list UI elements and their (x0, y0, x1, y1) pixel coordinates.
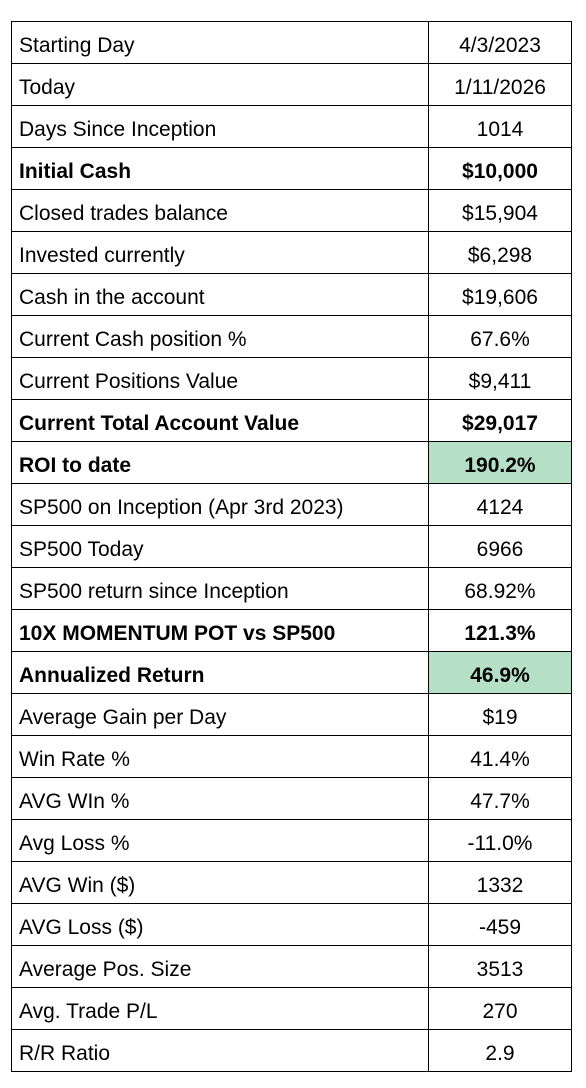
row-label: AVG WIn % (11, 777, 429, 820)
stats-table: Starting Day 4/3/2023 Today 1/11/2026 Days S… (11, 21, 572, 1072)
row-value: 3513 (428, 945, 572, 988)
table-row: Initial Cash $10,000 (11, 147, 572, 190)
row-value: 4124 (428, 483, 572, 526)
row-label: Avg. Trade P/L (11, 987, 429, 1030)
row-label: Current Positions Value (11, 357, 429, 400)
row-value: $15,904 (428, 189, 572, 232)
row-value: $19,606 (428, 273, 572, 316)
table-row: 10X MOMENTUM POT vs SP500 121.3% (11, 609, 572, 652)
row-label: Win Rate % (11, 735, 429, 778)
table-row: Average Pos. Size 3513 (11, 945, 572, 988)
row-value: 4/3/2023 (428, 21, 572, 64)
row-value: 190.2% (428, 441, 572, 484)
row-label: Annualized Return (11, 651, 429, 694)
table-row: AVG WIn % 47.7% (11, 777, 572, 820)
row-value: 270 (428, 987, 572, 1030)
row-label: 10X MOMENTUM POT vs SP500 (11, 609, 429, 652)
row-value: 1/11/2026 (428, 63, 572, 106)
row-label: AVG Loss ($) (11, 903, 429, 946)
row-value: 68.92% (428, 567, 572, 610)
row-label: SP500 Today (11, 525, 429, 568)
row-label: Days Since Inception (11, 105, 429, 148)
row-value: $19 (428, 693, 572, 736)
row-value: $10,000 (428, 147, 572, 190)
row-value: 67.6% (428, 315, 572, 358)
table-row: AVG Win ($) 1332 (11, 861, 572, 904)
table-row: R/R Ratio 2.9 (11, 1029, 572, 1072)
table-row: Avg Loss % -11.0% (11, 819, 572, 862)
table-row: Avg. Trade P/L 270 (11, 987, 572, 1030)
row-value: -459 (428, 903, 572, 946)
table-row: Current Total Account Value $29,017 (11, 399, 572, 442)
row-label: ROI to date (11, 441, 429, 484)
table-row: Invested currently $6,298 (11, 231, 572, 274)
row-value: 1014 (428, 105, 572, 148)
row-value: 46.9% (428, 651, 572, 694)
row-label: Avg Loss % (11, 819, 429, 862)
row-value: $6,298 (428, 231, 572, 274)
table-row: SP500 return since Inception 68.92% (11, 567, 572, 610)
table-row: Win Rate % 41.4% (11, 735, 572, 778)
table-row: Current Cash position % 67.6% (11, 315, 572, 358)
table-row: Starting Day 4/3/2023 (11, 21, 572, 64)
row-label: Today (11, 63, 429, 106)
table-row: Current Positions Value $9,411 (11, 357, 572, 400)
row-value: $29,017 (428, 399, 572, 442)
row-value: 47.7% (428, 777, 572, 820)
row-label: Cash in the account (11, 273, 429, 316)
row-label: SP500 return since Inception (11, 567, 429, 610)
row-label: SP500 on Inception (Apr 3rd 2023) (11, 483, 429, 526)
row-label: Current Cash position % (11, 315, 429, 358)
table-row: Cash in the account $19,606 (11, 273, 572, 316)
row-label: Average Gain per Day (11, 693, 429, 736)
table-row: Today 1/11/2026 (11, 63, 572, 106)
row-label: Average Pos. Size (11, 945, 429, 988)
row-label: Initial Cash (11, 147, 429, 190)
stats-table-body: Starting Day 4/3/2023 Today 1/11/2026 Days S… (11, 21, 572, 1072)
row-value: 121.3% (428, 609, 572, 652)
row-value: 41.4% (428, 735, 572, 778)
row-value: 1332 (428, 861, 572, 904)
table-row: SP500 Today 6966 (11, 525, 572, 568)
row-value: 6966 (428, 525, 572, 568)
table-row: Closed trades balance $15,904 (11, 189, 572, 232)
row-value: -11.0% (428, 819, 572, 862)
row-label: R/R Ratio (11, 1029, 429, 1072)
row-label: AVG Win ($) (11, 861, 429, 904)
table-row: SP500 on Inception (Apr 3rd 2023) 4124 (11, 483, 572, 526)
row-label: Closed trades balance (11, 189, 429, 232)
row-label: Invested currently (11, 231, 429, 274)
table-row: Average Gain per Day $19 (11, 693, 572, 736)
row-label: Current Total Account Value (11, 399, 429, 442)
table-row: Annualized Return 46.9% (11, 651, 572, 694)
table-row: Days Since Inception 1014 (11, 105, 572, 148)
table-row: ROI to date 190.2% (11, 441, 572, 484)
row-value: 2.9 (428, 1029, 572, 1072)
row-value: $9,411 (428, 357, 572, 400)
table-row: AVG Loss ($) -459 (11, 903, 572, 946)
row-label: Starting Day (11, 21, 429, 64)
